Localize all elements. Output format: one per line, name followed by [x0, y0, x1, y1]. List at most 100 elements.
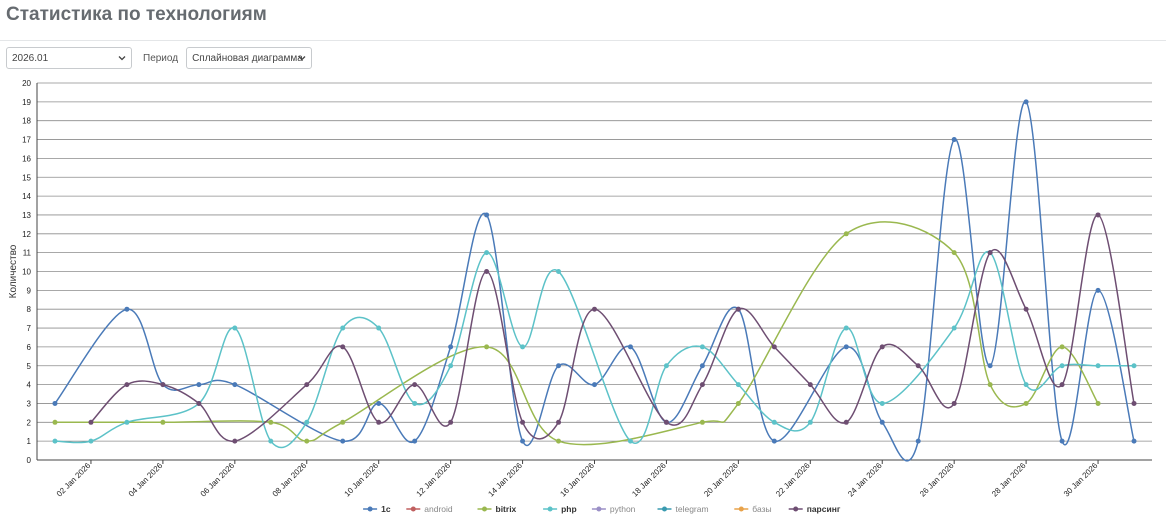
- chart-type-select[interactable]: Сплайновая диаграмма: [186, 47, 313, 69]
- data-point[interactable]: [52, 419, 58, 425]
- legend-item[interactable]: 1c: [363, 504, 391, 514]
- data-point[interactable]: [951, 325, 957, 331]
- data-point[interactable]: [1023, 400, 1029, 406]
- data-point[interactable]: [699, 344, 705, 350]
- data-point[interactable]: [88, 438, 94, 444]
- data-point[interactable]: [663, 419, 669, 425]
- data-point[interactable]: [771, 438, 777, 444]
- data-point[interactable]: [663, 363, 669, 369]
- data-point[interactable]: [951, 400, 957, 406]
- legend-item[interactable]: telegram: [657, 504, 709, 514]
- data-point[interactable]: [484, 344, 490, 350]
- data-point[interactable]: [1023, 99, 1029, 105]
- data-point[interactable]: [52, 438, 58, 444]
- legend-item[interactable]: bitrix: [477, 504, 517, 514]
- data-point[interactable]: [412, 382, 418, 388]
- data-point[interactable]: [484, 250, 490, 256]
- data-point[interactable]: [592, 382, 597, 388]
- data-point[interactable]: [376, 419, 382, 425]
- data-point[interactable]: [1023, 306, 1029, 312]
- data-point[interactable]: [268, 419, 274, 425]
- data-point[interactable]: [1131, 400, 1137, 406]
- data-point[interactable]: [160, 382, 166, 388]
- data-point[interactable]: [340, 325, 346, 331]
- data-point[interactable]: [304, 382, 310, 388]
- data-point[interactable]: [1023, 382, 1029, 388]
- data-point[interactable]: [160, 419, 166, 425]
- data-point[interactable]: [520, 344, 526, 350]
- data-point[interactable]: [843, 419, 849, 425]
- data-point[interactable]: [951, 137, 957, 143]
- data-point[interactable]: [340, 344, 346, 350]
- data-point[interactable]: [807, 382, 813, 388]
- data-point[interactable]: [592, 306, 597, 312]
- data-point[interactable]: [412, 438, 418, 444]
- data-point[interactable]: [1095, 363, 1101, 369]
- data-point[interactable]: [196, 400, 202, 406]
- data-point[interactable]: [484, 269, 490, 274]
- data-point[interactable]: [951, 250, 957, 256]
- data-point[interactable]: [843, 344, 849, 350]
- data-point[interactable]: [556, 419, 562, 425]
- data-point[interactable]: [1059, 382, 1065, 388]
- legend-item[interactable]: android: [406, 504, 453, 514]
- data-point[interactable]: [843, 325, 849, 331]
- data-point[interactable]: [232, 438, 238, 444]
- data-point[interactable]: [1059, 363, 1065, 369]
- data-point[interactable]: [987, 250, 993, 256]
- data-point[interactable]: [232, 325, 238, 331]
- data-point[interactable]: [807, 419, 813, 425]
- data-point[interactable]: [879, 419, 885, 425]
- data-point[interactable]: [556, 269, 562, 274]
- data-point[interactable]: [1059, 438, 1065, 444]
- data-point[interactable]: [915, 438, 921, 444]
- data-point[interactable]: [448, 344, 454, 350]
- data-point[interactable]: [304, 438, 310, 444]
- data-point[interactable]: [699, 419, 705, 425]
- data-point[interactable]: [376, 400, 382, 406]
- data-point[interactable]: [124, 306, 130, 312]
- data-point[interactable]: [879, 344, 885, 350]
- data-point[interactable]: [771, 344, 777, 350]
- data-point[interactable]: [771, 419, 777, 425]
- data-point[interactable]: [735, 400, 741, 406]
- data-point[interactable]: [987, 382, 993, 388]
- data-point[interactable]: [340, 419, 346, 425]
- data-point[interactable]: [627, 344, 633, 350]
- data-point[interactable]: [124, 419, 130, 425]
- data-point[interactable]: [1131, 363, 1137, 369]
- data-point[interactable]: [1095, 400, 1101, 406]
- data-point[interactable]: [915, 363, 921, 369]
- legend-item[interactable]: базы: [734, 504, 772, 514]
- legend-item[interactable]: парсинг: [788, 504, 841, 514]
- data-point[interactable]: [520, 419, 526, 425]
- data-point[interactable]: [1095, 212, 1101, 218]
- data-point[interactable]: [232, 382, 238, 388]
- data-point[interactable]: [627, 438, 633, 444]
- data-point[interactable]: [556, 438, 562, 444]
- data-point[interactable]: [699, 363, 705, 369]
- data-point[interactable]: [1095, 287, 1101, 293]
- data-point[interactable]: [879, 400, 885, 406]
- data-point[interactable]: [987, 363, 993, 369]
- data-point[interactable]: [520, 438, 526, 444]
- data-point[interactable]: [412, 400, 418, 406]
- data-point[interactable]: [268, 438, 274, 444]
- data-point[interactable]: [340, 438, 346, 444]
- data-point[interactable]: [376, 325, 382, 331]
- legend-item[interactable]: php: [543, 504, 577, 514]
- data-point[interactable]: [699, 382, 705, 388]
- data-point[interactable]: [448, 419, 454, 425]
- data-point[interactable]: [484, 212, 490, 218]
- data-point[interactable]: [52, 400, 58, 406]
- data-point[interactable]: [735, 382, 741, 388]
- legend-item[interactable]: python: [591, 504, 636, 514]
- month-select[interactable]: 2026.01: [6, 47, 132, 69]
- data-point[interactable]: [735, 306, 741, 312]
- data-point[interactable]: [88, 419, 94, 425]
- data-point[interactable]: [304, 419, 310, 425]
- data-point[interactable]: [448, 363, 454, 369]
- data-point[interactable]: [843, 231, 849, 237]
- data-point[interactable]: [124, 382, 130, 388]
- data-point[interactable]: [556, 363, 562, 369]
